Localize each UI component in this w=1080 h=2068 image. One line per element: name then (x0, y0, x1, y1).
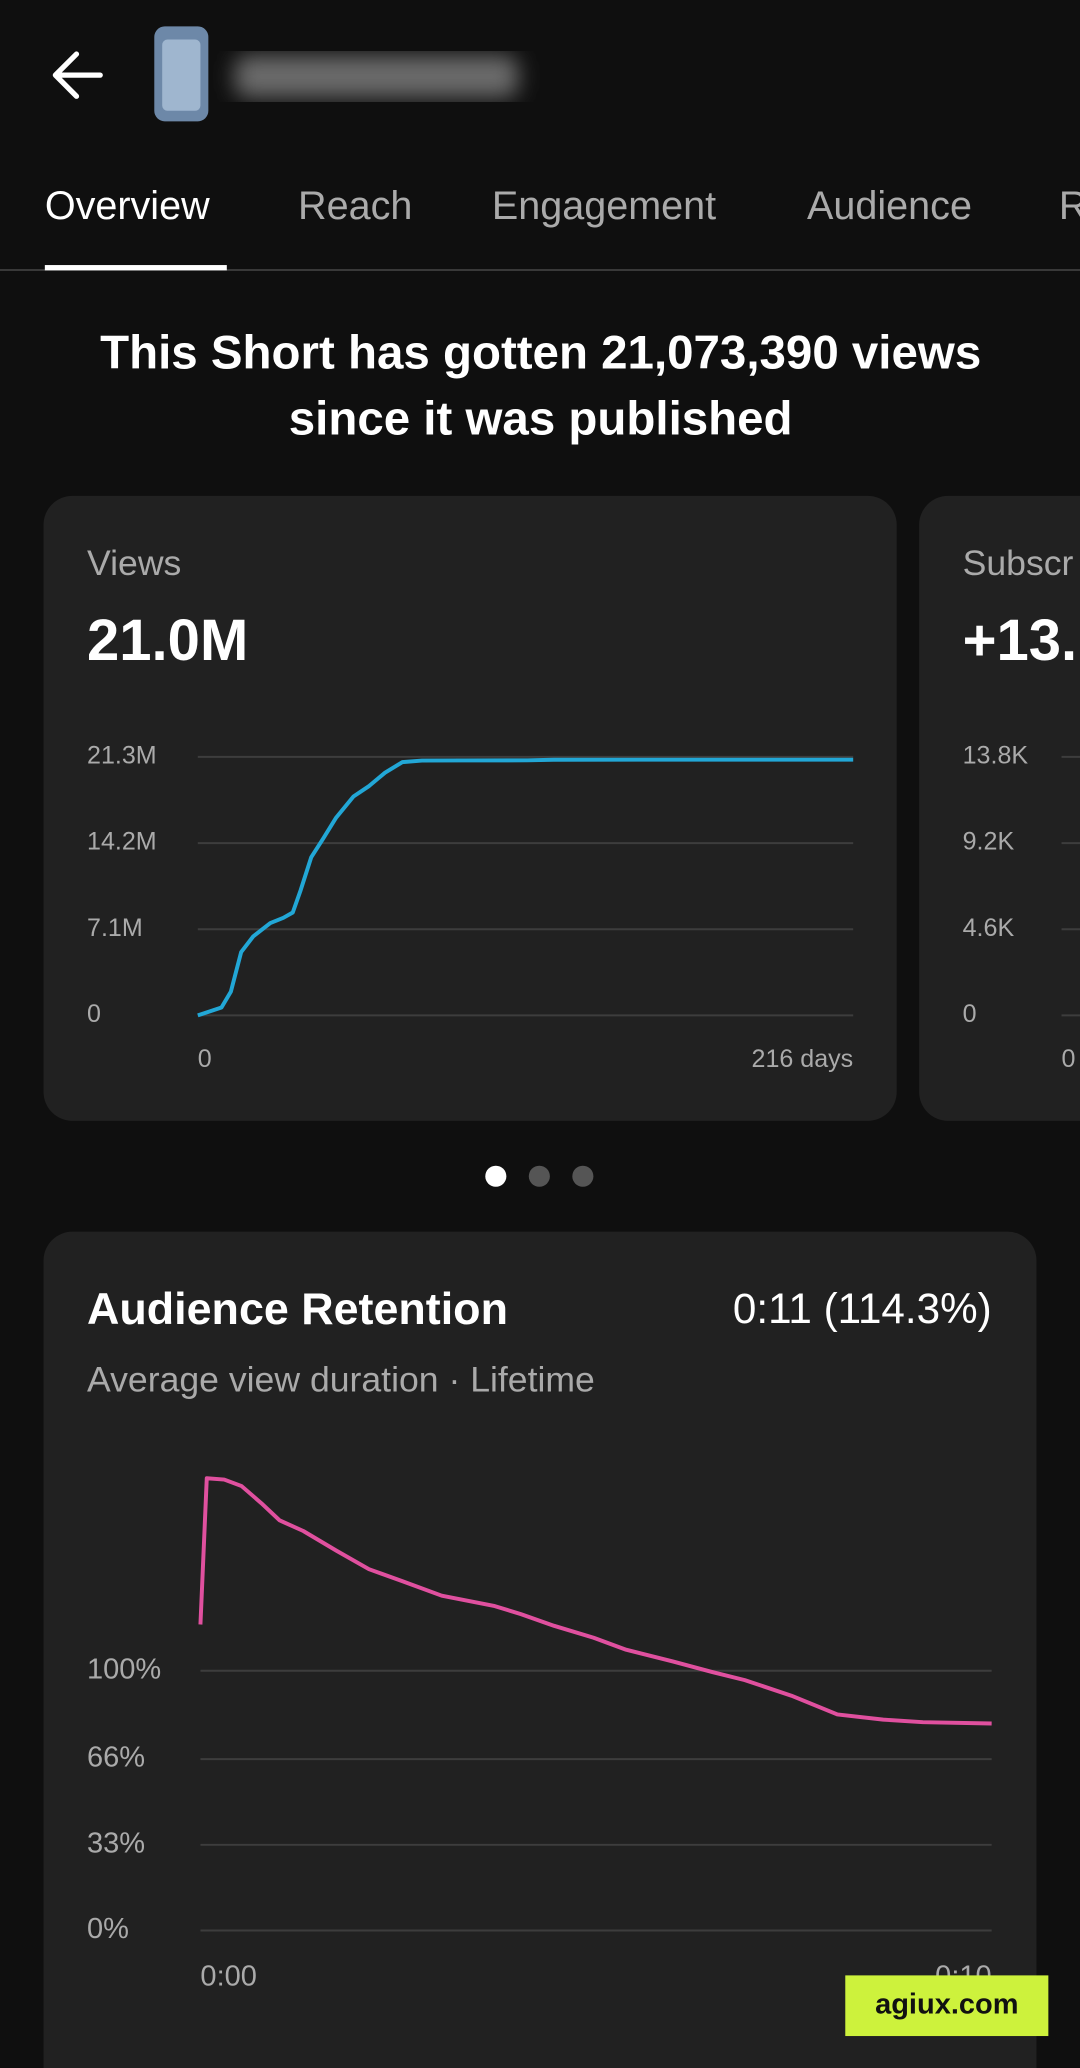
y-tick-label: 0 (87, 1000, 101, 1028)
data-line (198, 1476, 992, 1726)
blurred-title (234, 55, 519, 98)
tab[interactable]: Overview (45, 184, 210, 228)
headline: This Short has gotten 21,073,390 views (100, 327, 981, 380)
tab-divider (0, 269, 1080, 271)
tab-indicator (44, 265, 227, 271)
y-tick-label: 21.3M (87, 742, 157, 770)
card-total: 21.0M (87, 608, 248, 673)
y-tick-label: 14.2M (87, 828, 157, 856)
y-tick-label: 7.1M (87, 914, 143, 942)
views-card[interactable] (43, 495, 897, 1121)
tab[interactable]: Audience (807, 184, 972, 228)
thumbnail-detail (162, 39, 201, 111)
card-value: 0:11 (114.3%) (733, 1285, 992, 1332)
pager-dot[interactable] (572, 1165, 594, 1187)
watermark-badge (845, 1975, 1049, 2037)
back-button[interactable] (52, 51, 103, 99)
tab[interactable]: Reach (298, 184, 412, 228)
card-subtitle: Average view duration · Lifetime (87, 1359, 595, 1399)
x-tick-label: 216 days (752, 1045, 854, 1073)
headline: since it was published (289, 393, 793, 446)
y-tick-label: 0 (963, 1000, 977, 1028)
card-label: Subscr (963, 543, 1074, 583)
pager-dot[interactable] (485, 1165, 507, 1187)
card-label: Views (87, 543, 181, 583)
retention-card[interactable] (43, 1231, 1037, 2068)
subscribers-chart: 0 4.6K 9.2K 13.8K 0 (963, 742, 1080, 1073)
card-total: +13. (963, 608, 1078, 673)
data-line (197, 757, 854, 1018)
subscribers-card[interactable] (919, 495, 1080, 1121)
y-tick-label: 4.6K (963, 914, 1015, 942)
pager-dot[interactable] (528, 1165, 550, 1187)
views-chart: 0 7.1M 14.2M 21.3M 0 216 days (87, 742, 854, 1073)
y-tick-label: 33% (87, 1827, 145, 1859)
y-tick-label: 13.8K (963, 742, 1029, 770)
y-tick-label: 100% (87, 1653, 161, 1685)
x-tick-label: 0 (1062, 1045, 1076, 1073)
y-tick-label: 66% (87, 1742, 145, 1774)
watermark: agiux.com (875, 1988, 1018, 2020)
tab[interactable]: Engagement (492, 184, 716, 228)
tab[interactable]: R (1059, 184, 1080, 228)
card-title: Audience Retention (87, 1283, 508, 1334)
x-tick-label: 0:00 (200, 1961, 256, 1993)
y-tick-label: 9.2K (963, 828, 1015, 856)
x-tick-label: 0 (198, 1045, 212, 1073)
y-tick-label: 0% (87, 1913, 129, 1945)
